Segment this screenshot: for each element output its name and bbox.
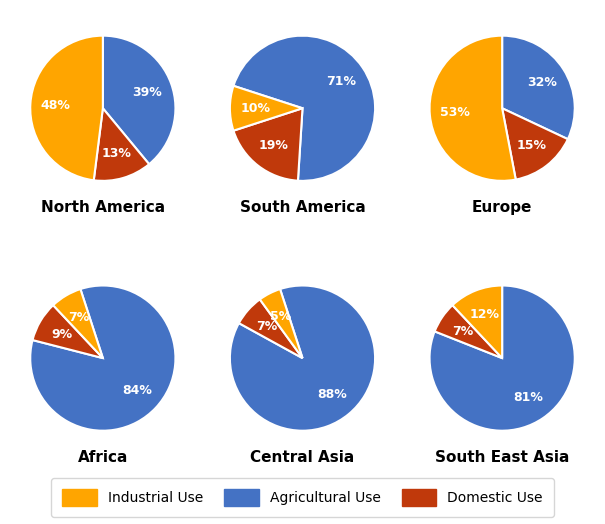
Text: 53%: 53%	[440, 106, 470, 119]
Text: 5%: 5%	[270, 310, 292, 323]
Text: 7%: 7%	[453, 325, 474, 338]
Text: 7%: 7%	[68, 311, 90, 324]
Wedge shape	[434, 305, 502, 358]
Wedge shape	[53, 289, 103, 358]
Text: 39%: 39%	[132, 86, 162, 99]
Text: 10%: 10%	[240, 102, 270, 115]
Wedge shape	[260, 289, 302, 358]
Title: South America: South America	[240, 201, 365, 215]
Title: Africa: Africa	[77, 450, 128, 465]
Wedge shape	[430, 286, 575, 431]
Text: 13%: 13%	[101, 147, 131, 160]
Text: 84%: 84%	[122, 384, 152, 397]
Text: 32%: 32%	[527, 77, 557, 90]
Text: 71%: 71%	[327, 75, 356, 88]
Wedge shape	[234, 108, 302, 181]
Text: 81%: 81%	[514, 390, 544, 403]
Title: Europe: Europe	[472, 201, 532, 215]
Wedge shape	[239, 299, 302, 358]
Wedge shape	[30, 36, 103, 180]
Text: 15%: 15%	[516, 139, 546, 152]
Wedge shape	[453, 286, 502, 358]
Wedge shape	[230, 286, 375, 431]
Text: 88%: 88%	[318, 388, 347, 401]
Text: 12%: 12%	[469, 308, 500, 321]
Wedge shape	[30, 286, 175, 431]
Wedge shape	[502, 36, 575, 139]
Text: 7%: 7%	[257, 320, 278, 333]
Title: North America: North America	[41, 201, 165, 215]
Wedge shape	[33, 305, 103, 358]
Text: 19%: 19%	[259, 139, 289, 152]
Text: 9%: 9%	[51, 328, 73, 341]
Wedge shape	[502, 108, 568, 180]
Legend: Industrial Use, Agricultural Use, Domestic Use: Industrial Use, Agricultural Use, Domest…	[51, 478, 554, 517]
Title: South East Asia: South East Asia	[435, 450, 569, 465]
Wedge shape	[94, 108, 149, 181]
Wedge shape	[234, 36, 375, 181]
Title: Central Asia: Central Asia	[250, 450, 355, 465]
Wedge shape	[230, 86, 302, 130]
Wedge shape	[103, 36, 175, 164]
Wedge shape	[430, 36, 515, 181]
Text: 48%: 48%	[41, 99, 71, 112]
